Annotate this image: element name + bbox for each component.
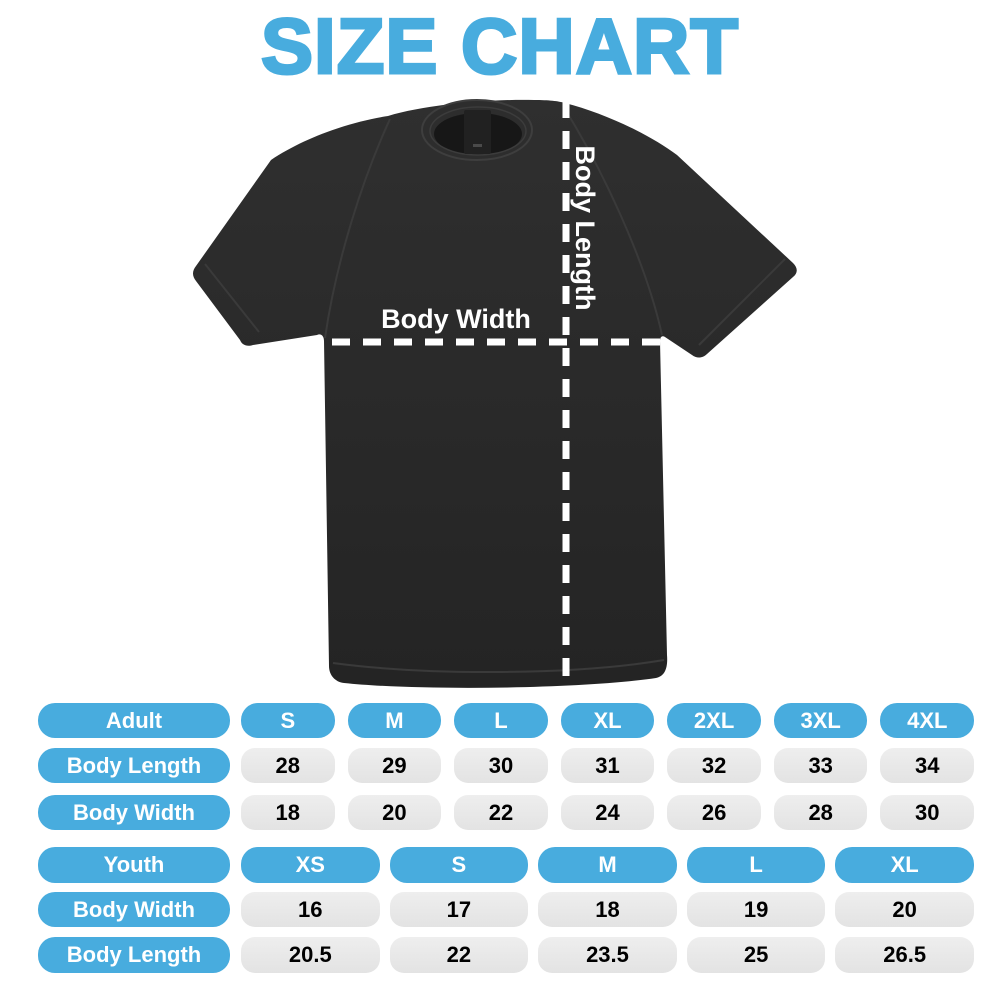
value-cell: 28: [773, 795, 868, 830]
adult-body-length-row: Body Length 28 29 30 31 32 33 34: [38, 748, 975, 783]
adult-size-3xl: 3XL: [773, 703, 868, 738]
value-cell: 26: [667, 795, 761, 830]
adult-size-m: M: [347, 703, 442, 738]
adult-table: Adult S M L XL 2XL 3XL 4XL Body Length 2…: [38, 703, 975, 830]
value-cell: 22: [389, 937, 529, 973]
value-cell: 16: [241, 892, 380, 927]
youth-header-row: Youth XS S M L XL: [38, 847, 974, 883]
value-cell: 34: [880, 748, 975, 783]
value-cell: 24: [560, 795, 655, 830]
youth-body-width-row: Body Width 16 17 18 19 20: [38, 892, 974, 927]
tshirt-body: [193, 99, 797, 688]
size-tables: Adult S M L XL 2XL 3XL 4XL Body Length 2…: [38, 703, 975, 973]
adult-size-xl: XL: [560, 703, 655, 738]
body-width-label: Body Width: [381, 304, 531, 334]
adult-size-l: L: [454, 703, 548, 738]
value-cell: 20: [347, 795, 442, 830]
adult-header-row: Adult S M L XL 2XL 3XL 4XL: [38, 703, 975, 738]
row-label: Body Length: [38, 937, 230, 973]
row-label: Body Width: [38, 795, 230, 830]
collar: [421, 99, 533, 161]
tshirt-image: Body Width Body Length: [193, 99, 797, 688]
youth-header-label: Youth: [38, 847, 230, 883]
youth-size-l: L: [686, 847, 826, 883]
value-cell: 20: [835, 892, 974, 927]
page-title: SIZE CHART: [260, 0, 740, 91]
value-cell: 17: [389, 892, 529, 927]
value-cell: 20.5: [241, 937, 380, 973]
adult-size-s: S: [241, 703, 335, 738]
adult-size-2xl: 2XL: [667, 703, 761, 738]
body-length-label: Body Length: [570, 146, 600, 311]
value-cell: 26.5: [835, 937, 974, 973]
adult-body-width-row: Body Width 18 20 22 24 26 28 30: [38, 795, 975, 830]
neck-tag: [464, 110, 491, 154]
youth-table: Youth XS S M L XL Body Width 16 17 18 19…: [38, 847, 974, 973]
youth-size-xl: XL: [835, 847, 974, 883]
shirt-seams: [204, 105, 786, 674]
row-label: Body Length: [38, 748, 230, 783]
value-cell: 30: [880, 795, 975, 830]
youth-body-length-row: Body Length 20.5 22 23.5 25 26.5: [38, 937, 974, 973]
value-cell: 22: [454, 795, 548, 830]
row-label: Body Width: [38, 892, 230, 927]
value-cell: 31: [560, 748, 655, 783]
value-cell: 25: [686, 937, 826, 973]
value-cell: 28: [241, 748, 335, 783]
tshirt-diagram: Body Width Body Length: [150, 90, 850, 700]
adult-size-4xl: 4XL: [880, 703, 975, 738]
value-cell: 29: [347, 748, 442, 783]
value-cell: 30: [454, 748, 548, 783]
value-cell: 32: [667, 748, 761, 783]
value-cell: 23.5: [538, 937, 677, 973]
youth-size-s: S: [389, 847, 529, 883]
value-cell: 19: [686, 892, 826, 927]
value-cell: 33: [773, 748, 868, 783]
adult-header-label: Adult: [38, 703, 230, 738]
youth-size-xs: XS: [241, 847, 380, 883]
youth-size-m: M: [538, 847, 677, 883]
value-cell: 18: [241, 795, 335, 830]
value-cell: 18: [538, 892, 677, 927]
